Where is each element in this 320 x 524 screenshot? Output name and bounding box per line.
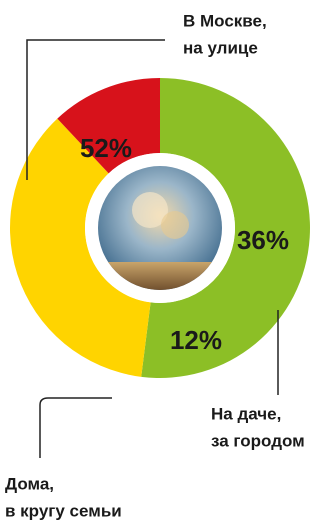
chart: 52% 36% 12% В Москве, на улице На даче, за гор… xyxy=(0,0,317,524)
value-label: 36% xyxy=(237,225,289,255)
category-label: в кругу семьи xyxy=(5,501,122,520)
value-label: 52% xyxy=(80,133,132,163)
value-label: 12% xyxy=(170,325,222,355)
category-label: В Москве, xyxy=(183,11,267,30)
category-label: за городом xyxy=(211,431,305,450)
category-label: На даче, xyxy=(211,404,281,423)
category-label: Дома, xyxy=(5,474,54,493)
leader-line xyxy=(40,398,112,458)
category-label: на улице xyxy=(183,38,258,57)
